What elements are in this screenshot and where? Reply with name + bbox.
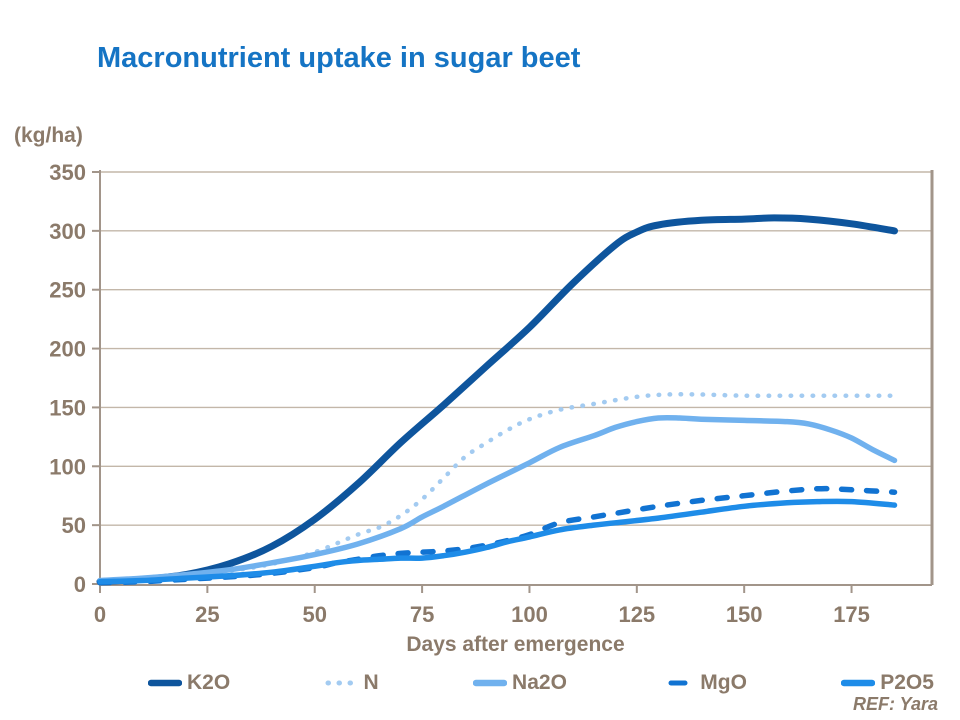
x-tick-label-0: 0: [94, 602, 106, 627]
legend-marker-N-icon: [325, 680, 359, 686]
legend-marker-Na2O-icon: [473, 679, 508, 687]
y-tick-label-50: 50: [62, 513, 86, 538]
y-tick-label-150: 150: [49, 395, 86, 420]
legend-item-K2O: K2O: [148, 671, 230, 695]
legend-marker-MgO-icon: [668, 680, 688, 686]
legend-label-Na2O: Na2O: [512, 671, 567, 694]
legend-label-P2O5: P2O5: [880, 671, 934, 694]
x-tick-label-25: 25: [195, 602, 219, 627]
series-P2O5-line: [97, 498, 898, 585]
legend-marker-P2O5-icon: [841, 679, 876, 687]
legend-label-N: N: [363, 671, 379, 694]
legend-label-MgO: MgO: [700, 671, 747, 694]
legend-item-MgO: MgO: [661, 671, 747, 695]
legend-item-N: N: [325, 671, 379, 695]
y-tick-label-200: 200: [49, 337, 86, 362]
legend-item-P2O5: P2O5: [841, 671, 934, 695]
x-tick-label-75: 75: [410, 602, 434, 627]
x-tick-label-175: 175: [833, 602, 870, 627]
x-tick-label-100: 100: [511, 602, 548, 627]
x-tick-label-50: 50: [302, 602, 326, 627]
y-tick-label-350: 350: [49, 160, 86, 185]
series-Na2O-line: [97, 414, 898, 584]
x-tick-label-150: 150: [726, 602, 763, 627]
y-axis-unit-label: (kg/ha): [14, 124, 83, 147]
legend-item-Na2O: Na2O: [473, 671, 567, 695]
legend-label-K2O: K2O: [187, 671, 231, 694]
chart-title: Macronutrient uptake in sugar beet: [97, 42, 581, 74]
reference-note: REF: Yara: [852, 694, 938, 714]
legend-marker-K2O-icon: [148, 679, 182, 687]
y-tick-label-250: 250: [49, 278, 86, 303]
y-tick-label-0: 0: [74, 572, 86, 597]
y-tick-label-100: 100: [49, 454, 86, 479]
chart-legend: K2O N Na2O MgO P2O5: [148, 671, 934, 695]
x-tick-label-125: 125: [618, 602, 655, 627]
x-axis-title: Days after emergence: [406, 633, 625, 656]
series-K2O-line: [96, 214, 898, 586]
y-tick-label-300: 300: [49, 219, 86, 244]
